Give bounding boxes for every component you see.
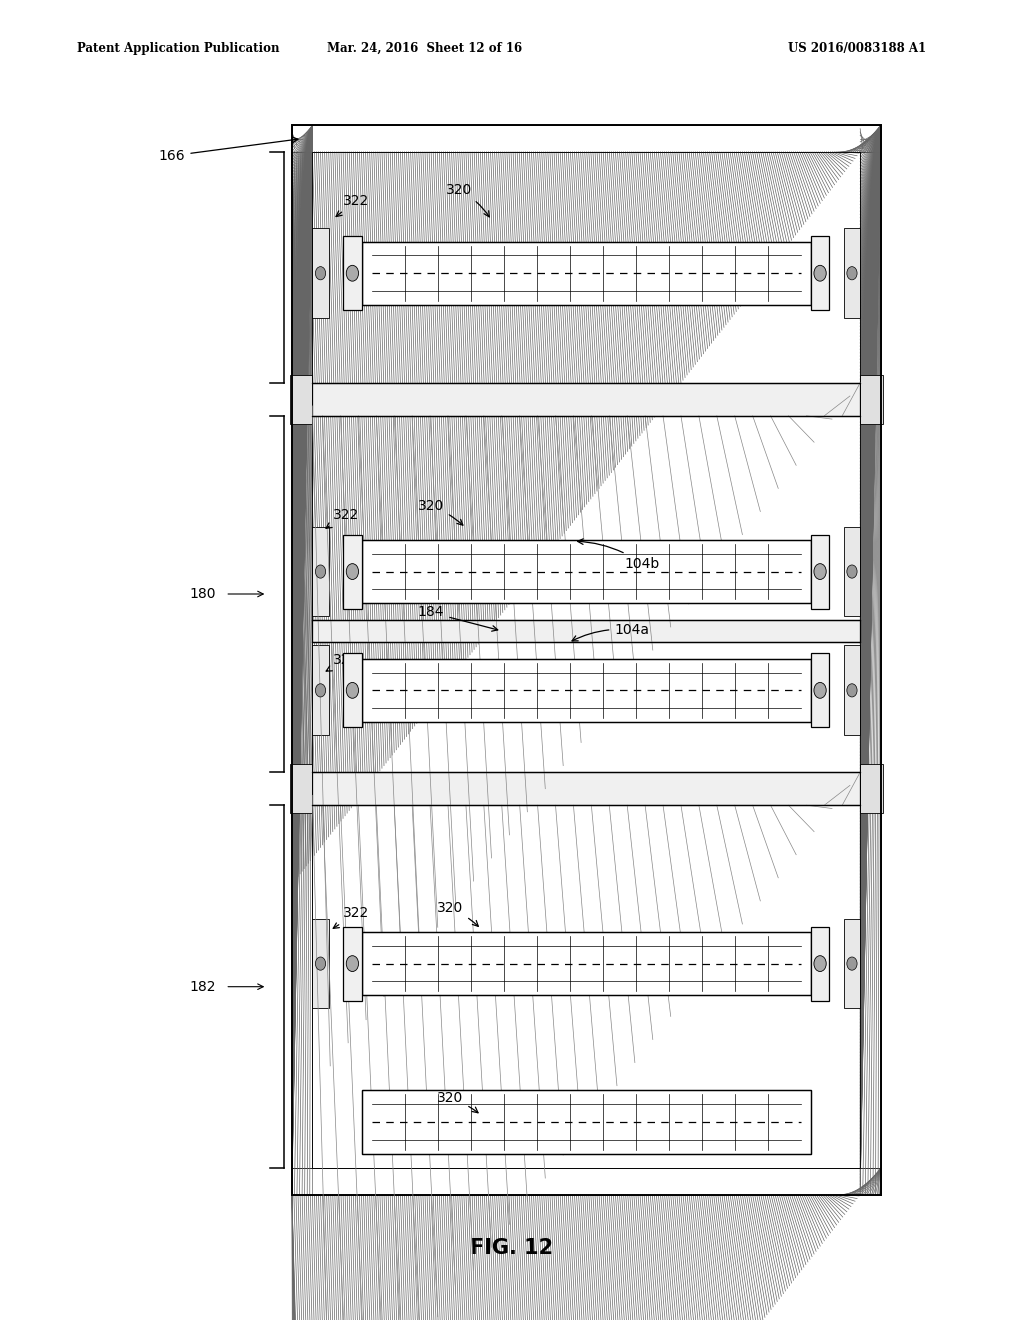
Bar: [292, 125, 881, 1195]
Text: 104a: 104a: [572, 623, 649, 642]
Text: Patent Application Publication: Patent Application Publication: [77, 42, 280, 55]
Bar: [290, 375, 312, 424]
Text: 322: 322: [327, 653, 359, 671]
Bar: [343, 653, 361, 727]
Bar: [860, 375, 883, 424]
Circle shape: [315, 565, 326, 578]
Bar: [361, 242, 811, 305]
Bar: [844, 645, 860, 735]
Circle shape: [847, 957, 857, 970]
Text: 184: 184: [418, 606, 498, 631]
Bar: [361, 659, 811, 722]
Bar: [361, 1090, 811, 1154]
Text: 166: 166: [159, 137, 298, 162]
Bar: [811, 927, 829, 1001]
Bar: [290, 764, 312, 813]
Bar: [361, 540, 811, 603]
Circle shape: [346, 682, 358, 698]
Bar: [312, 620, 860, 642]
Text: US 2016/0083188 A1: US 2016/0083188 A1: [788, 42, 927, 55]
Bar: [292, 125, 881, 152]
Bar: [361, 932, 811, 995]
Bar: [811, 236, 829, 310]
Text: 180: 180: [189, 587, 216, 601]
Bar: [312, 527, 329, 616]
Bar: [844, 228, 860, 318]
Bar: [361, 1090, 811, 1154]
Bar: [343, 236, 361, 310]
Text: 320: 320: [437, 1092, 478, 1113]
Bar: [312, 228, 329, 318]
Circle shape: [814, 564, 826, 579]
Bar: [811, 653, 829, 727]
Bar: [844, 527, 860, 616]
Circle shape: [847, 684, 857, 697]
Text: 322: 322: [333, 907, 370, 928]
Text: FIG. 12: FIG. 12: [470, 1238, 554, 1258]
Bar: [312, 383, 860, 416]
Bar: [343, 927, 361, 1001]
Circle shape: [847, 565, 857, 578]
Bar: [811, 535, 829, 609]
Circle shape: [847, 267, 857, 280]
Circle shape: [346, 956, 358, 972]
Bar: [361, 932, 811, 995]
Circle shape: [346, 564, 358, 579]
Circle shape: [814, 956, 826, 972]
Circle shape: [315, 957, 326, 970]
Text: 322: 322: [326, 508, 359, 528]
Bar: [312, 772, 860, 805]
Text: 320: 320: [418, 499, 463, 525]
Bar: [312, 645, 329, 735]
Text: 320: 320: [445, 183, 489, 216]
Circle shape: [346, 265, 358, 281]
Circle shape: [814, 682, 826, 698]
Bar: [844, 919, 860, 1008]
Circle shape: [315, 267, 326, 280]
Text: 320: 320: [437, 902, 478, 927]
Bar: [292, 1168, 881, 1195]
Bar: [361, 540, 811, 603]
Circle shape: [814, 265, 826, 281]
Bar: [860, 125, 881, 1195]
Bar: [343, 535, 361, 609]
Bar: [312, 152, 860, 1168]
Bar: [860, 764, 883, 813]
Bar: [361, 659, 811, 722]
Text: 104b: 104b: [578, 539, 659, 570]
Bar: [361, 242, 811, 305]
Bar: [292, 125, 312, 1195]
Text: Mar. 24, 2016  Sheet 12 of 16: Mar. 24, 2016 Sheet 12 of 16: [328, 42, 522, 55]
Bar: [312, 919, 329, 1008]
Text: 322: 322: [336, 194, 370, 216]
Text: 182: 182: [189, 979, 216, 994]
Circle shape: [315, 684, 326, 697]
